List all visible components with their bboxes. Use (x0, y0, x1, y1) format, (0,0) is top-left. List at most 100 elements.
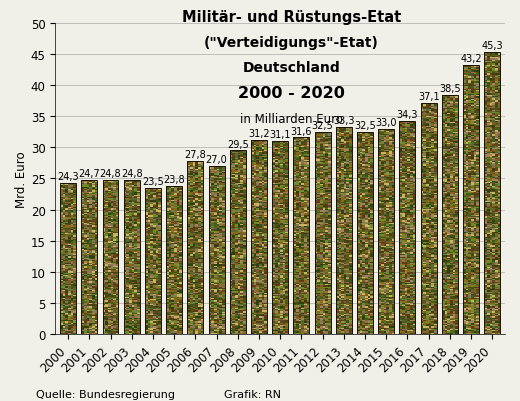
Bar (285, 212, 288, 213)
Bar (492, 113, 495, 114)
Bar (254, 172, 256, 173)
Bar (211, 213, 214, 214)
Bar (302, 269, 304, 271)
Bar (187, 261, 190, 262)
Bar (469, 324, 471, 325)
Bar (402, 296, 405, 297)
Bar (293, 282, 296, 283)
Bar (89, 317, 92, 318)
Bar (413, 241, 415, 242)
Bar (405, 141, 408, 142)
Bar (262, 307, 264, 308)
Bar (484, 78, 487, 79)
Bar (214, 166, 216, 168)
Bar (445, 232, 447, 233)
Bar (187, 204, 190, 205)
Bar (116, 246, 119, 247)
Bar (399, 187, 402, 188)
Bar (421, 133, 423, 134)
Bar (275, 213, 278, 215)
Bar (450, 188, 452, 190)
Bar (474, 251, 476, 252)
Bar (315, 328, 317, 329)
Bar (442, 226, 445, 227)
Bar (240, 283, 243, 284)
Bar (211, 234, 214, 235)
Bar (484, 246, 487, 247)
Bar (219, 198, 222, 199)
Bar (339, 249, 341, 251)
Bar (495, 322, 498, 323)
Bar (492, 328, 495, 329)
Bar (264, 185, 267, 186)
Bar (296, 302, 299, 303)
Bar (389, 333, 392, 334)
Bar (421, 222, 423, 223)
Bar (219, 304, 222, 306)
Bar (193, 240, 196, 241)
Bar (408, 168, 410, 170)
Bar (357, 139, 360, 140)
Bar (410, 210, 413, 211)
Bar (434, 120, 437, 122)
Bar (349, 274, 352, 275)
Bar (66, 191, 68, 192)
Bar (63, 216, 66, 217)
Bar (158, 304, 161, 306)
Bar (285, 228, 288, 229)
Bar (336, 176, 339, 177)
Bar (399, 325, 402, 326)
Bar (339, 198, 341, 200)
Bar (405, 265, 408, 267)
Bar (251, 143, 254, 144)
Bar (304, 259, 307, 261)
Bar (341, 213, 344, 215)
Bar (230, 249, 232, 251)
Bar (68, 241, 71, 242)
Bar (463, 330, 466, 332)
Bar (325, 322, 328, 323)
Bar (232, 254, 235, 256)
Bar (201, 179, 203, 180)
Bar (84, 247, 87, 248)
Text: ("Verteidigungs"-Etat): ("Verteidigungs"-Etat) (204, 36, 379, 50)
Bar (431, 124, 434, 125)
Bar (280, 287, 283, 288)
Bar (447, 309, 450, 310)
Bar (179, 272, 182, 273)
Bar (490, 192, 492, 194)
Bar (341, 144, 344, 145)
Bar (413, 247, 415, 248)
Bar (346, 174, 349, 175)
Bar (365, 180, 368, 181)
Bar (198, 240, 201, 241)
Bar (344, 279, 346, 281)
Bar (201, 255, 203, 256)
Bar (302, 292, 304, 293)
Bar (92, 228, 95, 229)
Bar (447, 172, 450, 174)
Bar (302, 299, 304, 301)
Bar (357, 200, 360, 201)
Bar (174, 318, 177, 319)
Bar (484, 200, 487, 201)
Bar (434, 178, 437, 180)
Bar (344, 139, 346, 140)
Bar (413, 328, 415, 329)
Bar (370, 317, 373, 318)
Bar (285, 205, 288, 206)
Bar (222, 170, 225, 172)
Bar (463, 246, 466, 247)
Bar (421, 249, 423, 251)
Bar (365, 320, 368, 322)
Bar (315, 238, 317, 239)
Bar (463, 216, 466, 217)
Bar (172, 231, 174, 232)
Bar (442, 177, 445, 178)
Bar (357, 308, 360, 309)
Bar (214, 318, 216, 319)
Bar (428, 198, 431, 200)
Bar (296, 229, 299, 230)
Bar (423, 309, 426, 310)
Bar (357, 205, 360, 206)
